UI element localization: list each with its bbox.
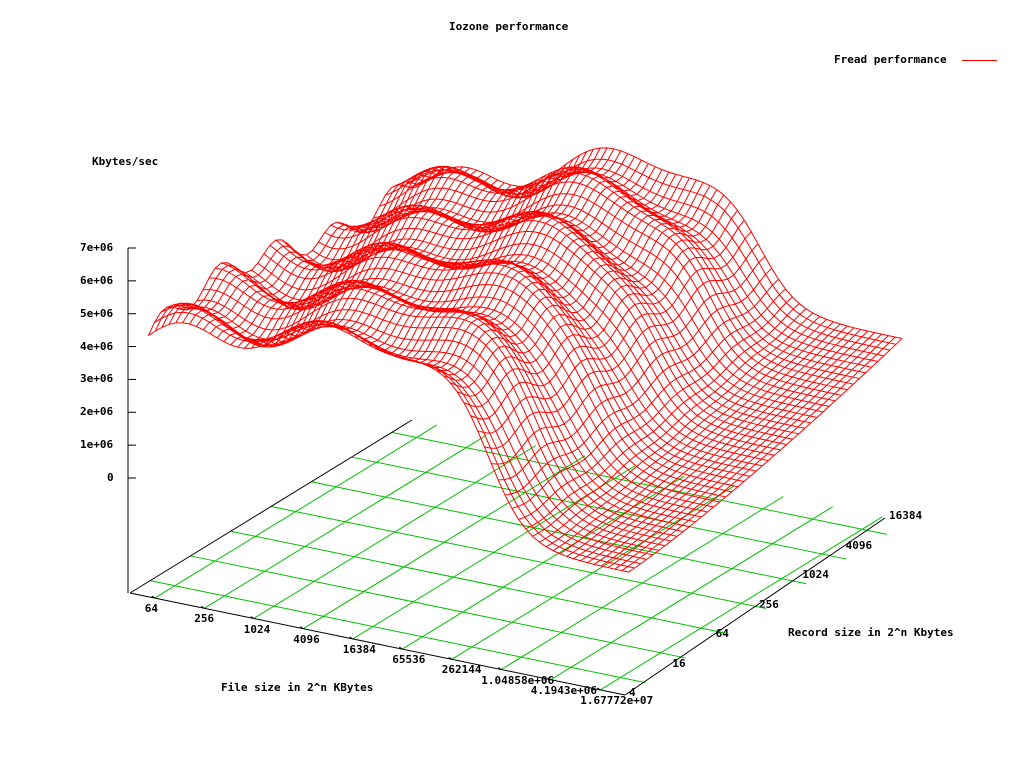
z-tick-label: 7e+06 (80, 241, 114, 254)
x-tick-label: 64 (144, 602, 158, 616)
z-tick-label: 3e+06 (80, 372, 114, 386)
z-tick-label: 4e+06 (80, 339, 114, 353)
y-tick-label: 1024 (802, 568, 829, 581)
y-axis-label: Record size in 2^n Kbytes (788, 626, 954, 639)
z-tick-label: 0 (107, 471, 114, 484)
x-tick-label: 4.1943e+06 (530, 683, 597, 697)
surface-mesh (147, 147, 903, 573)
x-tick-label: 256 (194, 612, 215, 626)
axes-frame (127, 247, 886, 696)
y-tick-label: 16384 (889, 509, 923, 522)
z-tick-label: 6e+06 (80, 273, 114, 287)
base-grid (150, 424, 887, 691)
z-tick-label: 1e+06 (80, 438, 114, 452)
z-tick-label: 5e+06 (80, 306, 114, 320)
z-axis-label: Kbytes/sec (92, 155, 159, 168)
legend-label: Fread performance (834, 53, 947, 66)
legend-line-swatch (962, 60, 997, 61)
y-tick-label: 4 (629, 686, 636, 699)
z-tick-label: 2e+06 (80, 405, 114, 419)
x-axis-label: File size in 2^n KBytes (221, 681, 374, 694)
chart-title: Iozone performance (449, 20, 569, 33)
x-tick-label: 262144 (441, 663, 482, 677)
y-tick-label: 256 (759, 597, 779, 611)
x-tick-label: 1.67772e+07 (580, 693, 654, 707)
x-tick-label: 4096 (293, 632, 320, 646)
x-tick-label: 16384 (342, 642, 376, 656)
y-tick-label: 4096 (845, 538, 873, 552)
x-tick-label: 65536 (392, 653, 426, 667)
x-tick-label: 1024 (243, 622, 271, 636)
